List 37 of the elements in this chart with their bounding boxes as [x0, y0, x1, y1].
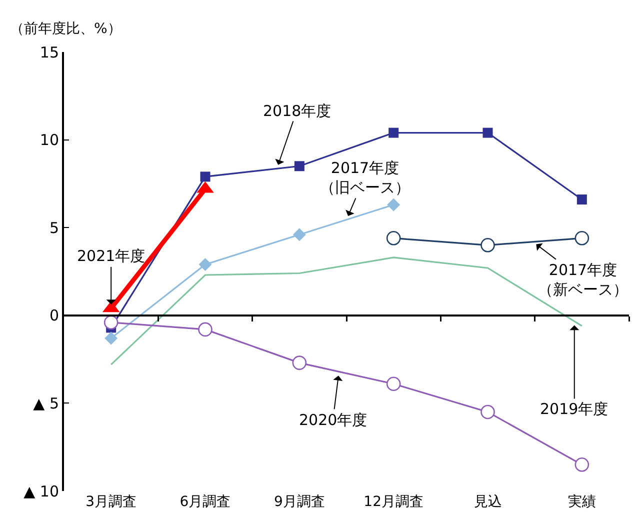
series-label: 2017年度（旧ベース）: [320, 159, 410, 196]
point: [576, 194, 587, 204]
y-tick-label: ▲ 10: [24, 482, 59, 500]
series-label: 2021年度: [77, 247, 146, 265]
text: 2020年度: [299, 411, 368, 429]
point: [388, 128, 399, 138]
point: [292, 228, 306, 242]
x-tick-label: 3月調査: [86, 494, 137, 510]
point: [386, 376, 401, 392]
point: [480, 404, 495, 420]
point: [200, 172, 210, 182]
x-tick-label: 6月調査: [180, 494, 231, 510]
text: 2019年度: [540, 400, 608, 418]
y-tick-label: 15: [40, 43, 59, 62]
point: [294, 161, 304, 172]
y-axis-title: （前年度比、%）: [10, 21, 122, 37]
x-tick-label: 9月調査: [274, 494, 325, 510]
x-tick-label: 見込: [474, 494, 502, 510]
point: [292, 356, 307, 370]
y-tick-label: 0: [49, 306, 59, 325]
y-tick-label: 5: [49, 218, 59, 237]
point: [104, 332, 118, 345]
point: [574, 458, 590, 472]
x-tick-label: 実績: [568, 494, 596, 510]
point: [482, 128, 493, 138]
text: 2018年度: [263, 102, 332, 120]
y-tick-label: 10: [40, 131, 59, 150]
point: [387, 198, 400, 212]
series-label: 2017年度（新ベース）: [538, 261, 628, 298]
point: [574, 230, 590, 246]
point: [198, 258, 212, 271]
point: [198, 322, 212, 337]
x-tick-label: 12月調査: [364, 494, 424, 510]
point: [480, 238, 495, 252]
point: [104, 315, 118, 330]
y-tick-label: ▲ 5: [33, 394, 59, 412]
point: [386, 230, 401, 246]
